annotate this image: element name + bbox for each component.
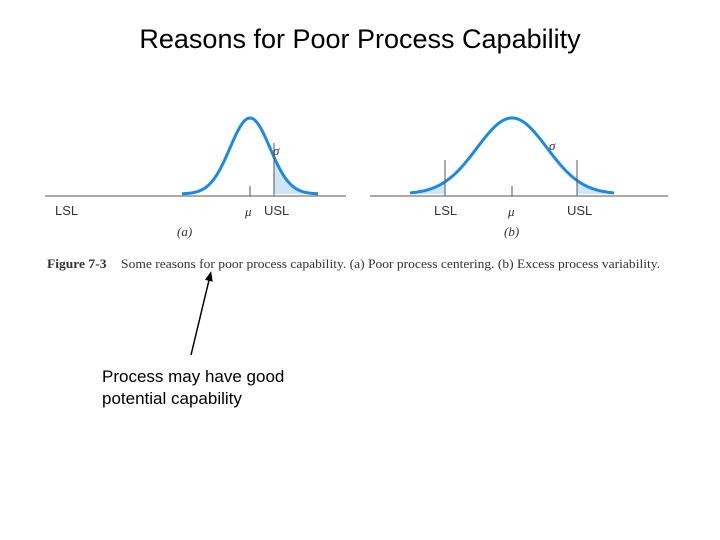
mu-label-b: μ: [507, 204, 515, 219]
figure-caption: Figure 7-3 Some reasons for poor process…: [47, 257, 660, 271]
usl-tail-shaded-area-b: [577, 180, 614, 194]
normal-curve-a: [181, 116, 319, 196]
lsl-tail-shaded-area-b: [410, 181, 445, 194]
lsl-label-b: LSL: [434, 203, 457, 218]
callout-line-1: Process may have good: [102, 367, 285, 386]
mu-label-a: μ: [244, 204, 252, 219]
sigma-label-a: σ: [273, 143, 280, 158]
figure-caption-text: Some reasons for poor process capability…: [121, 257, 660, 271]
callout-line-2: potential capability: [102, 389, 242, 408]
lsl-label-a: LSL: [55, 203, 78, 218]
usl-tail-shaded-area: [274, 157, 318, 194]
panel-a: σ LSL μ USL (a): [45, 116, 346, 239]
figure-caption-number: Figure 7-3: [47, 257, 106, 271]
usl-label-a: USL: [264, 203, 289, 218]
callout-arrow: [190, 271, 213, 356]
sigma-label-b: σ: [549, 138, 556, 153]
usl-label-b: USL: [567, 203, 592, 218]
panel-label-b: (b): [504, 224, 519, 239]
callout-annotation: Process may have good potential capabili…: [102, 366, 362, 410]
normal-curve-b: [409, 116, 615, 195]
panel-b: σ LSL μ USL (b): [370, 116, 668, 239]
page-title: Reasons for Poor Process Capability: [139, 24, 581, 54]
panel-label-a: (a): [177, 224, 192, 239]
